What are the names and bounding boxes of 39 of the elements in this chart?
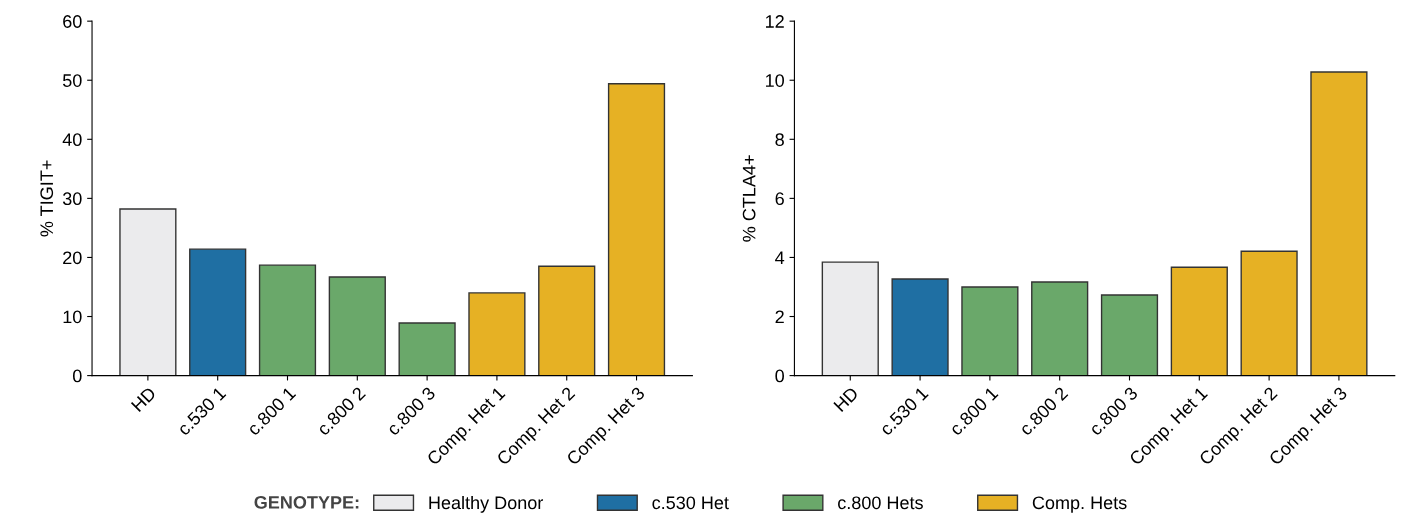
y-axis-title: % CTLA4+ — [742, 155, 756, 242]
y-tick-label: 12 — [766, 15, 784, 28]
legend-label: Healthy Donor — [429, 495, 544, 513]
y-tick-label: 0 — [72, 369, 82, 383]
y-tick-label: 2 — [775, 310, 784, 324]
bar — [607, 83, 666, 376]
y-tick-label: 40 — [62, 133, 82, 147]
legend-label: c.800 Hets — [838, 496, 923, 510]
bar — [538, 265, 596, 376]
bar — [961, 286, 1019, 376]
bar — [119, 208, 177, 376]
y-tick-label: 50 — [62, 74, 82, 87]
y-axis-title: % TIGIT+ — [40, 160, 54, 237]
bar — [1100, 294, 1159, 376]
legend-label: c.530 Het — [652, 496, 729, 510]
y-tick-label: 20 — [63, 251, 82, 265]
bar — [821, 261, 879, 376]
bar — [1310, 71, 1368, 376]
y-tick-label: 30 — [62, 192, 82, 206]
y-tick-label: 4 — [775, 251, 785, 264]
legend-label: Comp. Hets — [1032, 496, 1127, 513]
y-tick-label: 10 — [63, 310, 82, 324]
x-tick-label: HD — [833, 386, 859, 412]
y-tick-label: 8 — [775, 133, 784, 147]
y-tick-label: 10 — [766, 74, 784, 87]
bar — [258, 264, 317, 376]
bar — [1170, 266, 1228, 376]
x-tick-label: HD — [130, 386, 157, 412]
y-tick-label: 60 — [63, 15, 82, 28]
bar — [891, 278, 949, 376]
bar — [398, 322, 456, 376]
legend-title: GENOTYPE: — [254, 495, 359, 509]
bar — [468, 292, 526, 376]
y-tick-label: 0 — [775, 369, 784, 383]
y-tick-label: 6 — [775, 192, 784, 206]
bar — [328, 276, 386, 376]
bar — [1031, 281, 1089, 376]
bar — [1240, 250, 1298, 376]
bar — [189, 248, 247, 376]
